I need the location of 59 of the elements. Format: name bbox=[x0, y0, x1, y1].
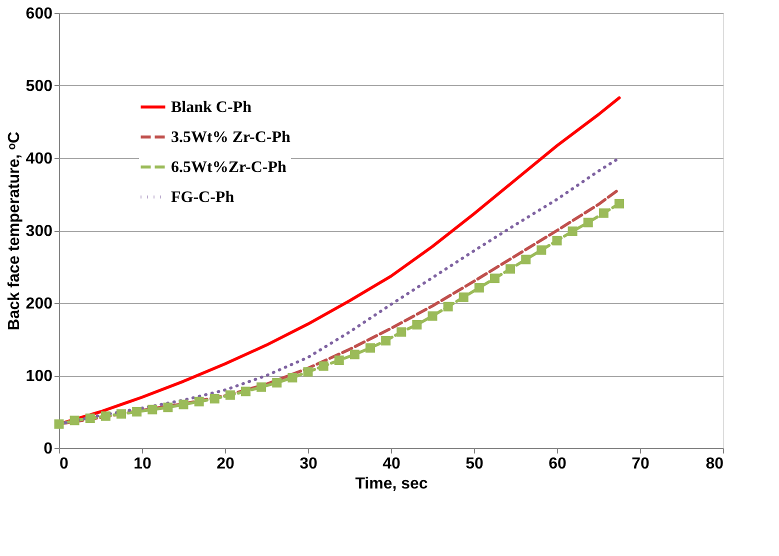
point bbox=[303, 367, 313, 377]
point bbox=[100, 411, 110, 421]
point bbox=[85, 414, 95, 424]
point bbox=[598, 208, 608, 218]
x-tick-label: 0 bbox=[60, 456, 68, 472]
point bbox=[568, 226, 578, 236]
point bbox=[132, 407, 142, 416]
point bbox=[225, 390, 235, 400]
point bbox=[178, 400, 188, 410]
point bbox=[334, 356, 344, 366]
point bbox=[443, 302, 453, 312]
y-tick-label: 500 bbox=[26, 78, 53, 95]
y-tick-label: 600 bbox=[26, 6, 53, 22]
x-axis-title: Time, sec bbox=[355, 476, 428, 492]
point bbox=[614, 198, 624, 208]
point bbox=[210, 394, 220, 404]
point bbox=[552, 236, 562, 246]
x-tick-label: 30 bbox=[300, 456, 318, 472]
legend-label: FG-C-Ph bbox=[171, 189, 234, 206]
legend-label: 6.5Wt%Zr-C-Ph bbox=[171, 159, 286, 176]
y-tick-label: 400 bbox=[26, 150, 53, 168]
point bbox=[583, 218, 593, 228]
y-tick-label: 200 bbox=[26, 296, 53, 312]
point bbox=[194, 396, 204, 406]
point bbox=[318, 361, 328, 371]
y-tick-label: 0 bbox=[44, 440, 53, 458]
point bbox=[256, 382, 266, 392]
point bbox=[288, 372, 298, 382]
point bbox=[521, 254, 531, 264]
point bbox=[536, 245, 546, 255]
x-tick-label: 40 bbox=[382, 456, 400, 472]
legend-label: Blank C-Ph bbox=[171, 99, 252, 116]
point bbox=[490, 274, 500, 284]
point bbox=[474, 283, 484, 293]
y-tick-label: 300 bbox=[26, 223, 53, 240]
point bbox=[148, 404, 158, 414]
legend-label: 3.5Wt% Zr-C-Ph bbox=[171, 129, 290, 146]
point bbox=[381, 336, 391, 346]
x-tick-label: 50 bbox=[466, 456, 484, 472]
x-tick-label: 70 bbox=[632, 456, 650, 472]
point bbox=[54, 419, 64, 429]
point bbox=[412, 320, 422, 330]
point bbox=[506, 264, 516, 274]
point bbox=[458, 292, 468, 302]
point bbox=[396, 327, 406, 337]
point bbox=[70, 416, 80, 426]
point bbox=[116, 409, 126, 419]
x-tick-label: 80 bbox=[706, 456, 724, 472]
point bbox=[428, 311, 438, 321]
point bbox=[272, 378, 282, 388]
x-tick-label: 10 bbox=[134, 456, 152, 472]
y-axis-title: Back face temperature, ᵒC bbox=[6, 131, 23, 330]
point bbox=[241, 386, 250, 396]
point bbox=[163, 402, 173, 412]
x-tick-label: 60 bbox=[548, 456, 566, 472]
point bbox=[366, 343, 375, 353]
point bbox=[350, 350, 360, 360]
x-tick-label: 20 bbox=[216, 456, 234, 472]
y-tick-label: 100 bbox=[26, 368, 53, 385]
